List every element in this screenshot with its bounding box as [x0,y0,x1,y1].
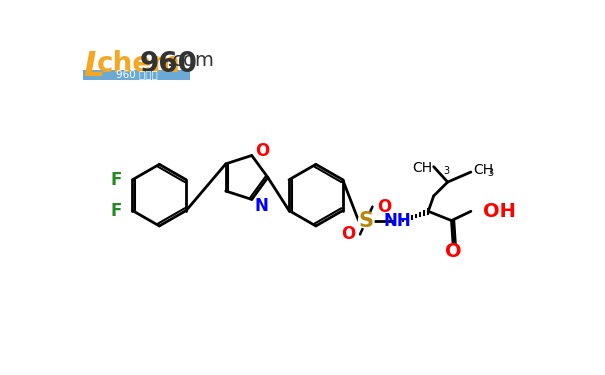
Text: CH: CH [412,161,432,175]
Text: O: O [377,198,391,216]
Text: OH: OH [483,202,515,221]
Text: NH: NH [384,211,411,230]
Text: O: O [445,242,462,261]
Text: L: L [83,50,105,82]
Text: F: F [110,171,122,189]
Text: 3: 3 [487,168,493,178]
Text: 960: 960 [139,50,197,78]
Text: chem: chem [97,50,180,78]
Text: O: O [255,142,269,160]
Text: .com: .com [167,51,215,70]
Text: CH: CH [473,163,493,177]
FancyBboxPatch shape [83,70,191,80]
Text: 960 化工网: 960 化工网 [116,70,158,80]
Text: S: S [359,210,374,231]
Circle shape [359,213,374,228]
Text: O: O [341,225,355,243]
Text: F: F [110,201,122,219]
Text: 3: 3 [443,166,449,176]
Text: N: N [255,196,269,214]
